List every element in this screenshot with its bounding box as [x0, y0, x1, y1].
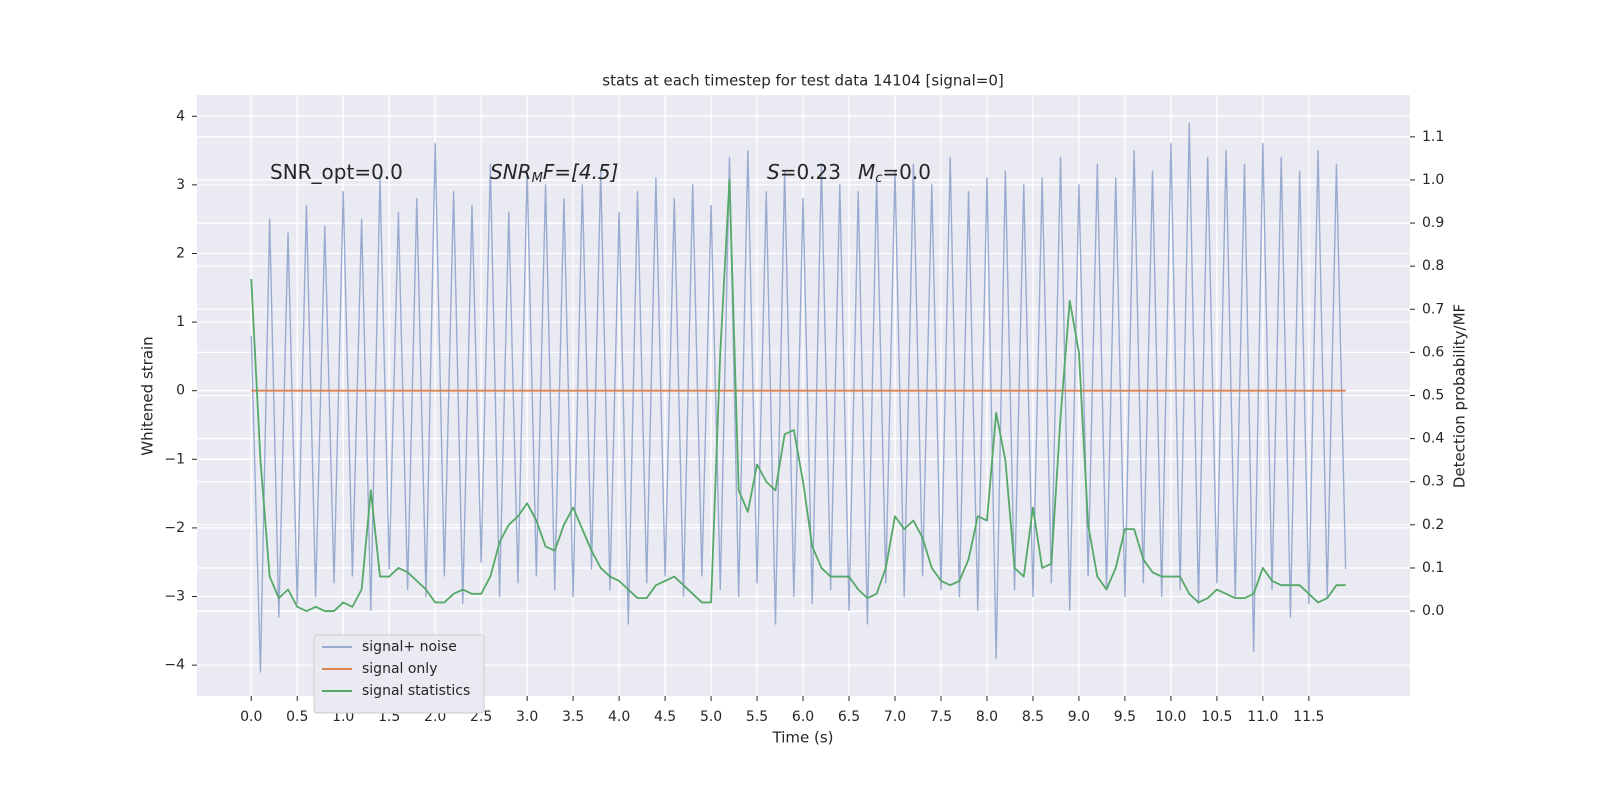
y2-tick-label: 0.8: [1422, 258, 1444, 274]
x-tick-label: 10.5: [1201, 709, 1232, 725]
series-line: [250, 179, 1346, 612]
y2-tick-label: 0.9: [1422, 215, 1444, 231]
annotation: SNR_opt=0.0: [270, 160, 403, 184]
x-tick-label: 5.5: [746, 709, 768, 725]
legend-label: signal statistics: [362, 683, 470, 699]
annotation: S=0.23: [767, 160, 841, 184]
y-axis-label: Whitened strain: [139, 336, 157, 455]
y2-tick-label: 1.1: [1422, 129, 1444, 145]
y2-tick-label: 0.7: [1422, 301, 1444, 317]
x-axis-label: Time (s): [772, 729, 834, 747]
y-tick-label: −4: [164, 657, 185, 673]
x-tick-label: 4.5: [654, 709, 676, 725]
legend-box: [313, 634, 485, 714]
y2-tick-label: 1.0: [1422, 172, 1444, 188]
annotation-math: M: [858, 160, 875, 184]
annotation-sub: c: [875, 171, 882, 186]
y-tick-label: 3: [176, 177, 185, 193]
y2-tick-label: 0.1: [1422, 560, 1444, 576]
annotation-sub: M: [532, 171, 543, 186]
x-tick-label: 11.5: [1293, 709, 1324, 725]
legend-label: signal+ noise: [362, 639, 457, 655]
x-tick-label: 7.5: [930, 709, 952, 725]
annotation-text: SNR_opt=0.0: [270, 160, 403, 184]
x-tick-label: 3.0: [516, 709, 538, 725]
y2-tick-label: 0.0: [1422, 603, 1444, 619]
chart-title: stats at each timestep for test data 141…: [602, 72, 1003, 90]
x-tick-label: 8.5: [1022, 709, 1044, 725]
annotation-math: SNR: [490, 160, 532, 184]
annotation-math: S: [767, 160, 780, 184]
y-tick-label: 0: [176, 383, 185, 399]
y2-tick-label: 0.6: [1422, 344, 1444, 360]
x-tick-label: 8.0: [976, 709, 998, 725]
x-tick-label: 6.5: [838, 709, 860, 725]
x-tick-label: 0.0: [240, 709, 262, 725]
y-tick-label: −3: [164, 589, 185, 605]
y-tick-label: −1: [164, 451, 185, 467]
x-tick-label: 6.0: [792, 709, 814, 725]
annotation: SNRMF=[4.5]: [490, 160, 618, 186]
y-tick-label: 4: [176, 108, 185, 124]
y2-axis-label: Detection probability/MF: [1451, 304, 1469, 488]
x-tick-label: 4.0: [608, 709, 630, 725]
x-tick-label: 10.0: [1155, 709, 1186, 725]
series-line: [250, 122, 1347, 673]
x-tick-label: 5.0: [700, 709, 722, 725]
x-tick-label: 11.0: [1247, 709, 1278, 725]
annotation: Mc=0.0: [858, 160, 931, 186]
y2-tick-label: 0.3: [1422, 474, 1444, 490]
x-tick-label: 9.0: [1068, 709, 1090, 725]
legend-label: signal only: [362, 661, 437, 677]
y-tick-label: 2: [176, 245, 185, 261]
x-tick-label: 0.5: [286, 709, 308, 725]
x-tick-label: 7.0: [884, 709, 906, 725]
x-tick-label: 9.5: [1114, 709, 1136, 725]
annotation-rest: =0.0: [882, 160, 931, 184]
annotation-rest: F=[4.5]: [543, 160, 619, 184]
x-tick-label: 3.5: [562, 709, 584, 725]
annotation-rest: =0.23: [780, 160, 841, 184]
y2-tick-label: 0.4: [1422, 431, 1444, 447]
y-tick-label: 1: [176, 314, 185, 330]
y2-tick-label: 0.2: [1422, 517, 1444, 533]
y-tick-label: −2: [164, 520, 185, 536]
y2-tick-label: 0.5: [1422, 388, 1444, 404]
